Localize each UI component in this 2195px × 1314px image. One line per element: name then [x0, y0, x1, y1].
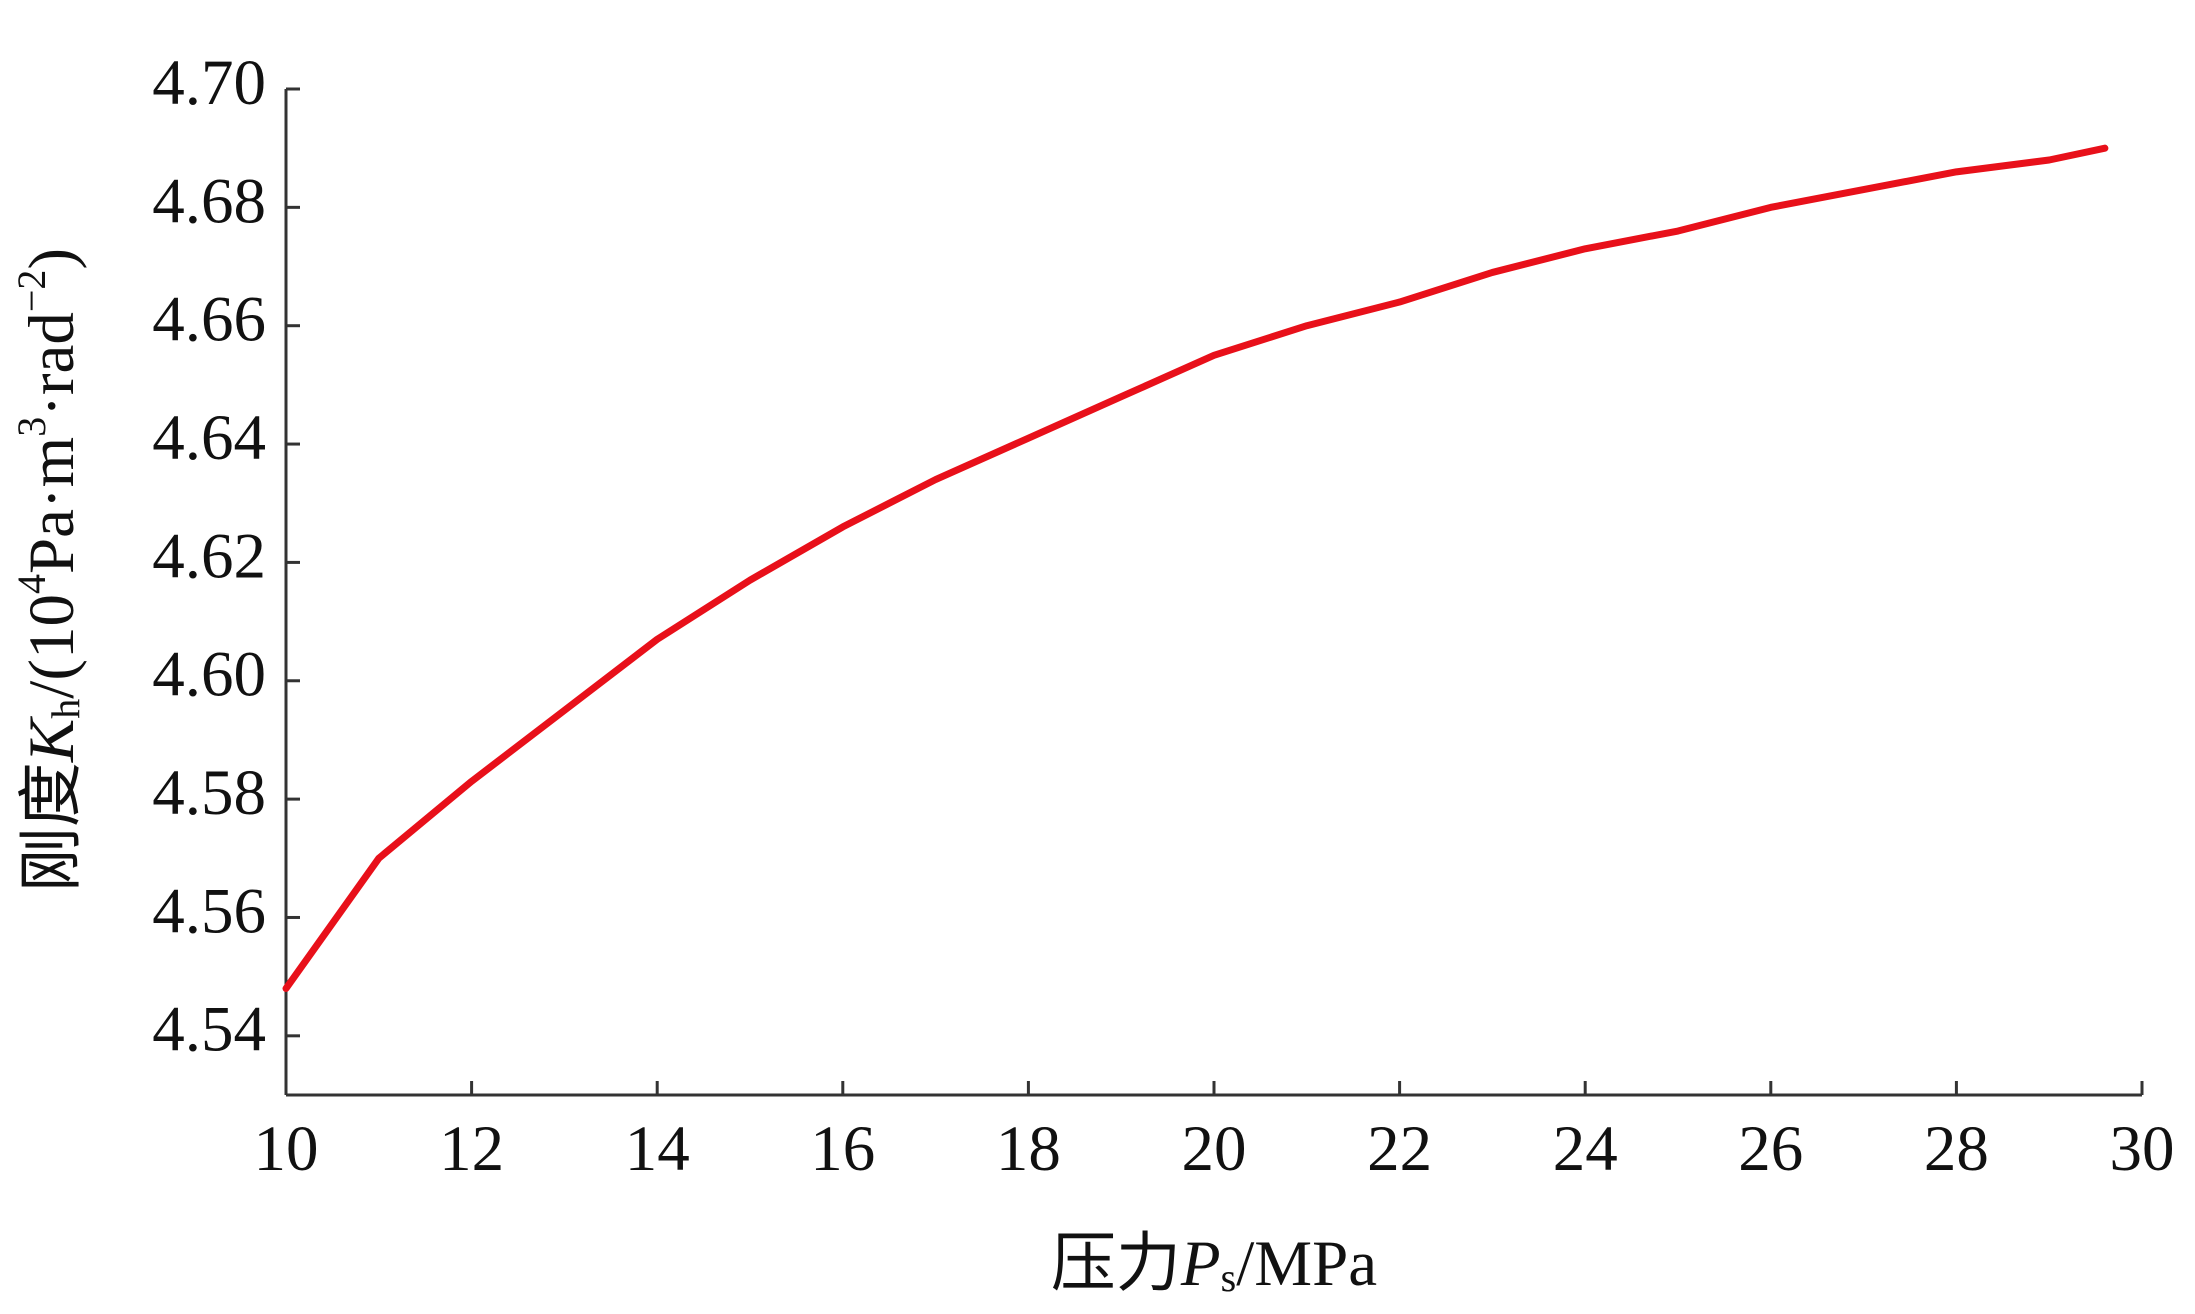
- y-tick-label: 4.54: [152, 994, 266, 1066]
- label-part: 压力: [1051, 1228, 1181, 1300]
- x-tick-label: 26: [1738, 1113, 1803, 1185]
- y-tick-label: 4.70: [152, 47, 266, 119]
- x-tick-label: 12: [439, 1113, 504, 1185]
- x-tick-label: 22: [1367, 1113, 1432, 1185]
- line-series: [282, 144, 2109, 992]
- label-part: /MPa: [1236, 1228, 1377, 1300]
- y-tick-label: 4.62: [152, 520, 266, 592]
- y-tick-label: 4.56: [152, 875, 266, 947]
- y-tick-label: 4.64: [152, 402, 266, 474]
- y-tick-label: 4.66: [152, 284, 266, 356]
- label-part: h: [43, 699, 88, 719]
- x-tick-label: 24: [1553, 1113, 1618, 1185]
- label-part: /(10: [16, 594, 88, 699]
- label-part: P: [1180, 1228, 1221, 1300]
- x-tick-label: 30: [2110, 1113, 2175, 1185]
- y-tick-label: 4.68: [152, 165, 266, 237]
- x-tick-label: 16: [810, 1113, 875, 1185]
- x-tick-label: 10: [254, 1113, 319, 1185]
- label-part: Pa·m: [16, 437, 88, 574]
- x-tick-label: 14: [625, 1113, 690, 1185]
- x-tick-label: 18: [996, 1113, 1061, 1185]
- x-tick-label: 20: [1182, 1113, 1247, 1185]
- label-part: 3: [9, 417, 54, 437]
- label-part: K: [16, 715, 88, 763]
- y-tick-label: 4.58: [152, 757, 266, 829]
- label-part: ): [16, 248, 88, 270]
- y-tick-label: 4.60: [152, 639, 266, 711]
- y-axis-label: 刚度Kh/(104Pa·m3·rad−2): [9, 248, 88, 892]
- label-part: 刚度: [16, 762, 88, 892]
- x-tick-label: 28: [1924, 1113, 1989, 1185]
- label-part: −2: [9, 270, 54, 313]
- label-part: s: [1221, 1255, 1237, 1300]
- label-part: 4: [9, 574, 54, 594]
- label-part: ·rad: [16, 312, 88, 417]
- x-axis-label: 压力Ps/MPa: [1051, 1228, 1377, 1300]
